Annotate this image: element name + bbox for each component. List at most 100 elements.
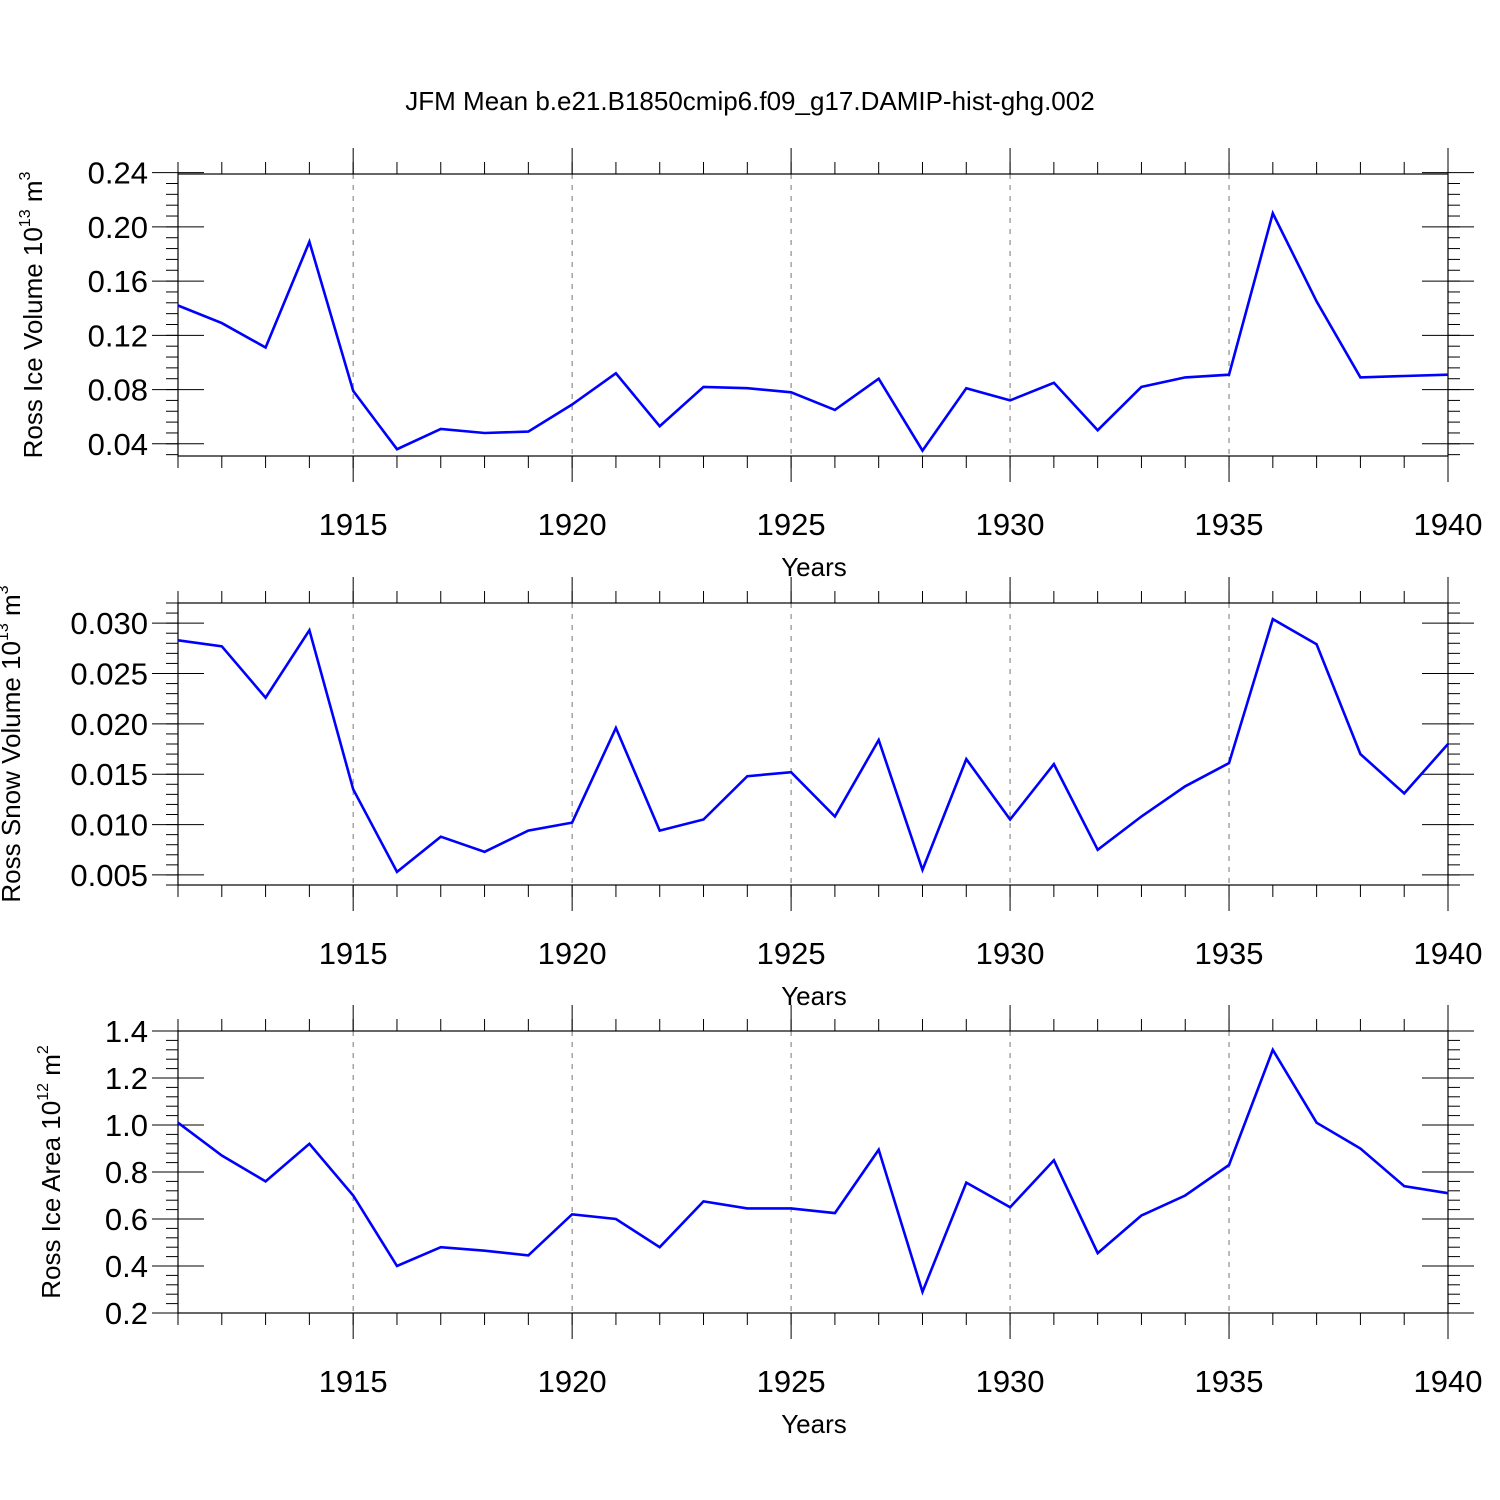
x-tick-label: 1915 [319,936,388,971]
data-point [351,1194,355,1198]
y-tick-label: 0.025 [70,657,148,692]
y-axis-title-unit-exponent: 2 [35,1045,52,1054]
data-point [1096,848,1100,852]
data-point [220,1154,224,1158]
data-point [1402,374,1406,378]
data-point [920,1290,924,1294]
data-point [1227,761,1231,765]
data-point [1271,1048,1275,1052]
y-tick-label: 0.005 [70,858,148,893]
x-tick-label: 1925 [757,936,826,971]
data-point [1227,373,1231,377]
y-axis-title: Ross Ice Area 1012 m2 [35,1045,66,1299]
data-point [526,430,530,434]
data-point [1446,1191,1450,1195]
data-point [483,850,487,854]
data-point [220,644,224,648]
data-point [964,1181,968,1185]
x-tick-label: 1920 [538,507,607,542]
y-tick-label: 0.08 [88,373,148,408]
data-point [964,757,968,761]
data-point [1183,1194,1187,1198]
data-point [220,321,224,325]
y-axis-title-unit: m [36,1054,66,1083]
data-point [1096,428,1100,432]
y-axis-title: Ross Snow Volume 1013 m3 [0,585,26,902]
data-point [307,1142,311,1146]
data-point [1008,398,1012,402]
data-point [833,815,837,819]
y-tick-label: 1.0 [105,1108,148,1143]
x-tick-label: 1925 [757,507,826,542]
data-point [1227,1163,1231,1167]
y-tick-label: 0.16 [88,264,148,299]
y-axis-title-unit-exponent: 3 [17,171,34,180]
data-point [789,1206,793,1210]
y-tick-label: 0.4 [105,1249,148,1284]
chart-panel-1: 0.04 0.08 0.12 0.16 0.20 0.24 1915 1920 1925 1930… [17,148,1482,582]
data-point [1139,385,1143,389]
y-tick-label: 1.4 [105,1014,148,1049]
y-axis-title: Ross Ice Volume 1013 m3 [17,171,48,458]
data-point [1096,1251,1100,1255]
data-point [702,385,706,389]
y-axis-title-exponent: 13 [17,209,34,227]
data-point [307,628,311,632]
x-tick-label: 1940 [1414,507,1483,542]
data-point [1315,1121,1319,1125]
data-point [439,1245,443,1249]
series-line [177,617,1449,874]
y-tick-label: 0.010 [70,808,148,843]
data-point [1446,373,1450,377]
data-point [877,1148,881,1152]
data-point [877,738,881,742]
y-tick-label: 0.24 [88,156,148,191]
series-line [177,1046,1449,1296]
data-point [920,449,924,453]
y-tick-label: 0.12 [88,318,148,353]
data-point [395,870,399,874]
data-point [570,821,574,825]
data-point [745,386,749,390]
y-tick-label: 0.030 [70,606,148,641]
x-tick-label: 1935 [1195,507,1264,542]
data-point [307,240,311,244]
data-point [1139,1213,1143,1217]
data-point [920,868,924,872]
data-point [1052,1158,1056,1162]
data-point [264,1179,268,1183]
data-point [1008,818,1012,822]
x-axis-title: Years [781,981,847,1011]
y-axis-title-base: Ross Snow Volume 10 [0,641,26,903]
data-point [833,1211,837,1215]
data-point [176,304,180,308]
data-point [483,431,487,435]
data-point [1402,791,1406,795]
data-point [1008,1205,1012,1209]
data-point [395,1264,399,1268]
y-axis-title-unit: m [0,594,26,623]
data-point [1183,784,1187,788]
data-point [1358,375,1362,379]
x-tick-label: 1935 [1195,1364,1264,1399]
y-tick-label: 0.8 [105,1155,148,1190]
data-point [1446,742,1450,746]
y-axis-title-unit: m [18,180,48,209]
data-point [745,774,749,778]
data-point [264,696,268,700]
data-point [526,829,530,833]
data-point [877,377,881,381]
data-point [745,1206,749,1210]
data-point [658,1245,662,1249]
data-point [614,726,618,730]
data-point [1271,211,1275,215]
y-tick-label: 1.2 [105,1061,148,1096]
x-axis-title: Years [781,552,847,582]
data-point [964,386,968,390]
data-point [658,829,662,833]
data-point [789,770,793,774]
x-tick-label: 1915 [319,1364,388,1399]
data-point [833,408,837,412]
data-point [1052,381,1056,385]
